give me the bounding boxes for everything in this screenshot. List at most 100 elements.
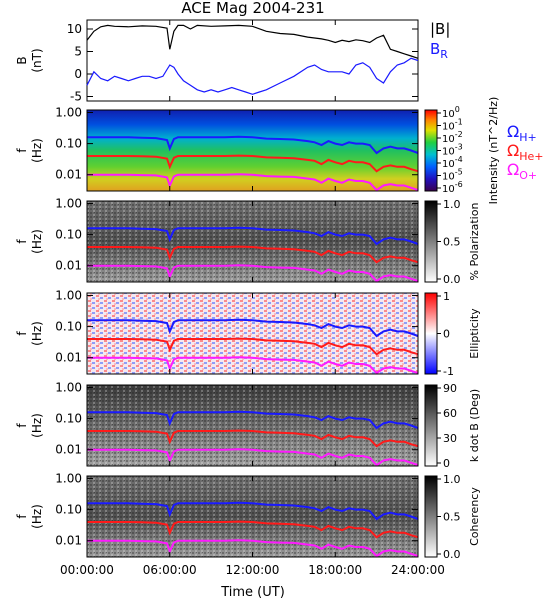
gyrofrequency-omega-H (87, 226, 419, 246)
legend-b-r: BR (430, 40, 448, 61)
colorbar-label: % Polarization (468, 203, 481, 281)
colorbar-tick-label: 0 (443, 457, 450, 470)
y-tick-label: 5 (74, 45, 82, 59)
y-tick-label: 0.10 (55, 228, 82, 242)
y-axis-label: f (Hz) (15, 138, 44, 163)
y-tick-label: 0.01 (55, 534, 82, 548)
x-tick-label: 12:00:00 (226, 563, 280, 577)
gyrofrequency-omega-He (87, 520, 419, 539)
y-axis-label-line: (Hz) (30, 504, 44, 529)
colorbar (424, 475, 438, 558)
y-tick-label: 1.00 (55, 196, 82, 210)
y-axis-label-line: f (15, 514, 29, 519)
legend-oplus: ΩO+ (507, 160, 537, 182)
colorbar (424, 200, 438, 283)
gyrofrequency-omega-O (87, 539, 419, 558)
colorbar-label: Intensity (nT^2/Hz) (487, 97, 500, 205)
y-tick-label: 0 (74, 67, 82, 81)
y-axis-label: f (Hz) (15, 229, 44, 254)
panel-power: 1.000.100.01f (Hz)10010-110-210-310-410-5… (15, 97, 544, 205)
gyrofrequency-omega-H (87, 135, 419, 155)
colorbar-tick-label: 1.0 (443, 198, 461, 211)
y-axis-label-line: f (15, 331, 29, 336)
colorbar-label: Coherency (468, 487, 481, 546)
legend-subscript: O+ (519, 169, 537, 182)
y-tick-label: 1.00 (55, 105, 82, 119)
colorbar (424, 384, 438, 467)
gyrofrequency-omega-H (87, 501, 419, 521)
colorbar (424, 292, 438, 375)
colorbar-label: k dot B (Deg) (468, 389, 481, 462)
spectrogram-fill (87, 293, 418, 374)
y-axis-label: f (Hz) (15, 504, 44, 529)
y-axis-label-line: (nT) (30, 48, 44, 72)
panel-ellipticity: 1.00 0.10 0.01 f (Hz) 1 0 -1 Ellipticity (15, 288, 481, 378)
colorbar-tick-exponent: -5 (455, 168, 463, 177)
colorbar-tick-exponent: -1 (455, 118, 463, 127)
plot-frame (86, 19, 419, 102)
series-b-total (86, 24, 419, 59)
colorbar-tick-label: 30 (443, 432, 457, 445)
y-axis-label: B (nT) (15, 48, 44, 72)
y-axis-label-line: (Hz) (30, 413, 44, 438)
spectrogram-fill (87, 110, 418, 191)
colorbar-tick-exponent: -6 (455, 180, 463, 189)
panel-k-dot-B: 1.00 0.10 0.01 f (Hz) 90 60 30 0 k dot B (Deg) (15, 380, 481, 470)
colorbar (424, 109, 438, 192)
x-tick-label: 18:00:00 (308, 563, 362, 577)
spectrogram-texture (87, 201, 418, 282)
y-tick-label: 0.01 (55, 259, 82, 273)
y-tick-label: 1.00 (55, 471, 82, 485)
panel-coherency: 1.00 0.10 0.01 00:00:00 06:00:00 12:00:00 18:0… (15, 471, 481, 577)
panel-b-field: -5 0 5 10 B (nT) |B| BR (15, 19, 450, 104)
y-tick-label: 0.10 (55, 503, 82, 517)
panel-polarization: 1.00 0.10 0.01 f (Hz) 1.0 0.5 0.0 % Polarization (15, 196, 481, 286)
y-axis-label-line: B (15, 56, 29, 64)
y-axis-label-line: (Hz) (30, 229, 44, 254)
gyrofrequency-omega-He (87, 429, 419, 448)
y-tick-label: -5 (70, 90, 82, 104)
y-axis-label: f (Hz) (15, 413, 44, 438)
y-axis-label-line: (Hz) (30, 138, 44, 163)
colorbar-tick-label: 1 (443, 290, 450, 303)
y-axis-label-line: (Hz) (30, 321, 44, 346)
gyrofrequency-omega-He (87, 154, 419, 173)
x-tick-label: 06:00:00 (143, 563, 197, 577)
x-tick-label: 24:00:00 (391, 563, 445, 577)
gyrofrequency-omega-He (87, 337, 419, 356)
series-b-r (86, 57, 419, 95)
y-tick-label: 1.00 (55, 380, 82, 394)
legend-subscript: H+ (519, 131, 537, 144)
colorbar-tick-exponent: -3 (455, 143, 463, 152)
y-tick-label: 0.01 (55, 168, 82, 182)
y-axis-label-line: f (15, 148, 29, 153)
figure-title: ACE Mag 2004-231 (181, 0, 324, 17)
gyrofrequency-omega-He (87, 245, 419, 264)
colorbar-tick-label: 60 (443, 407, 457, 420)
colorbar-tick-label: 0.0 (443, 548, 461, 561)
spectrogram-texture (87, 385, 418, 466)
legend-b-total: |B| (430, 20, 450, 38)
y-tick-label: 0.01 (55, 443, 82, 457)
colorbar-tick-label: 90 (443, 382, 457, 395)
colorbar-label: Ellipticity (468, 308, 481, 359)
y-axis-label-line: f (15, 239, 29, 244)
gyrofrequency-omega-O (87, 264, 419, 283)
gyrofrequency-omega-O (87, 356, 419, 375)
y-tick-label: 10 (67, 22, 82, 36)
colorbar-tick-label: -1 (443, 365, 454, 378)
y-tick-label: 1.00 (55, 288, 82, 302)
colorbar-tick-label: 0.5 (443, 236, 461, 249)
colorbar-tick-label: 0.0 (443, 273, 461, 286)
y-tick-label: 0.10 (55, 320, 82, 334)
colorbar-tick-exponent: -2 (455, 130, 463, 139)
colorbar-tick-label: 0 (443, 328, 450, 341)
gyrofrequency-omega-O (87, 448, 419, 467)
y-tick-label: 0.10 (55, 137, 82, 151)
colorbar-tick-label: 1.0 (443, 473, 461, 486)
gyrofrequency-omega-O (87, 173, 419, 192)
y-tick-label: 0.10 (55, 412, 82, 426)
spectrogram-texture (87, 476, 418, 557)
